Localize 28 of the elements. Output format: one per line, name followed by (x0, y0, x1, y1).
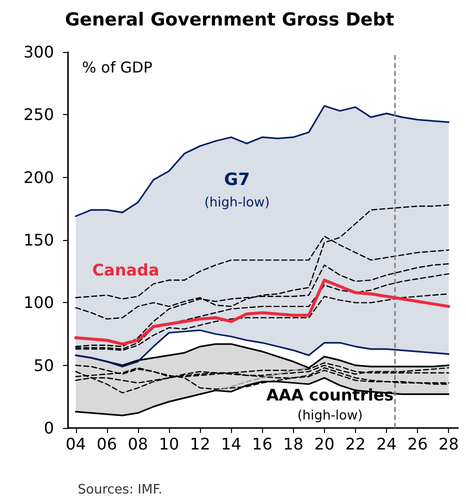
y-tick-label: 200 (23, 168, 54, 187)
text: Canada (92, 260, 160, 280)
chart-title: General Government Gross Debt (65, 10, 395, 30)
annotation: (high-low) (297, 408, 363, 424)
x-tick-label: 06 (96, 434, 118, 454)
x-tick-label: 22 (345, 434, 366, 454)
x-tick-label: 08 (128, 434, 148, 454)
x-tick-label: 04 (66, 434, 86, 454)
x-tick-label: 14 (220, 434, 242, 454)
y-tick-label: 50 (34, 356, 54, 375)
x-tick-label: 28 (438, 434, 459, 454)
x-tick-label: 16 (252, 434, 272, 454)
annotation: AAA countries (266, 386, 394, 404)
source-note: Sources: IMF. (78, 482, 162, 498)
annotation: (high-low) (204, 196, 270, 210)
x-tick-label: 18 (283, 434, 304, 454)
y-axis-title: % of GDP (82, 58, 152, 76)
y-tick-label: 250 (23, 105, 54, 124)
x-tick-label: 20 (314, 434, 335, 454)
annotation: G7 (224, 170, 250, 190)
y-tick-label: 0 (44, 418, 54, 438)
x-tick-label: 10 (158, 434, 180, 454)
y-tick-label: 300 (23, 42, 54, 62)
y-tick-label: 100 (23, 293, 54, 312)
x-tick-label: 26 (407, 434, 428, 454)
y-tick-label: 150 (23, 230, 54, 250)
x-tick-label: 24 (376, 434, 397, 454)
x-tick-label: 12 (190, 434, 210, 454)
